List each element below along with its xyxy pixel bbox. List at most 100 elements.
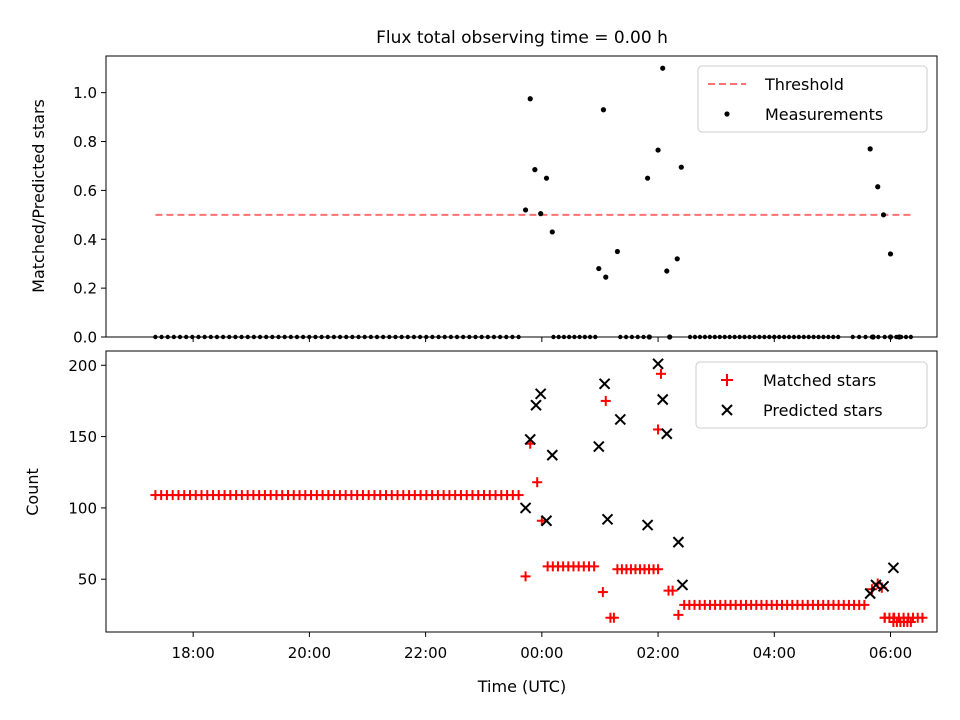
bottom-panel: 50 100 150 200 18:00 20:00 22:00 00:00 02:00 04:… (23, 350, 938, 696)
measurement-point (264, 334, 269, 340)
measurement-point (527, 96, 533, 102)
measurement-point (577, 334, 582, 340)
predicted-star-point (546, 449, 559, 461)
measurement-point (722, 334, 727, 340)
measurement-point (202, 334, 207, 340)
matched-stars-points (150, 368, 928, 628)
predicted-stars-points (519, 358, 900, 600)
measurement-point (220, 334, 226, 340)
measurement-point (870, 334, 876, 340)
top-y-tick-label: 0.4 (73, 231, 97, 249)
measurement-point (380, 334, 386, 340)
top-y-tick-label: 0.2 (73, 280, 97, 298)
measurement-point (903, 334, 909, 340)
x-tick-label: 00:00 (520, 644, 563, 662)
measurement-point (393, 334, 398, 340)
legend-threshold-label: Threshold (764, 75, 844, 94)
measurement-point (908, 334, 914, 340)
bottom-y-tick-label: 100 (68, 499, 97, 517)
measurement-point (190, 334, 195, 340)
measurement-point (876, 334, 881, 340)
measurement-point (737, 334, 742, 340)
bottom-axes-frame (105, 350, 938, 633)
measurement-point (781, 334, 787, 340)
predicted-star-point (540, 515, 553, 527)
measurement-point (596, 265, 602, 272)
bottom-y-tick-label: 200 (68, 357, 97, 375)
measurement-point (762, 334, 767, 340)
measurement-point (467, 334, 472, 340)
predicted-star-point (887, 562, 900, 574)
legend-matched-label: Matched stars (763, 371, 876, 390)
top-axes-frame (105, 55, 938, 338)
measurement-point (399, 334, 404, 340)
measurement-point (863, 334, 868, 340)
measurement-point (356, 334, 361, 340)
measurement-point (276, 334, 281, 340)
measurement-point (811, 334, 816, 340)
measurement-point (747, 334, 752, 340)
measurement-point (660, 65, 666, 71)
measurement-point (707, 334, 713, 340)
measurement-point (875, 184, 881, 190)
bottom-x-axis: 18:00 20:00 22:00 00:00 02:00 04:00 06:00 (172, 632, 912, 662)
measurement-point (882, 334, 887, 340)
predicted-star-point (864, 587, 876, 600)
predicted-star-point (524, 433, 536, 446)
measurement-point (887, 334, 894, 340)
measurement-point (516, 334, 521, 340)
measurement-point (454, 334, 460, 340)
measurement-point (411, 334, 417, 340)
measurement-point (313, 334, 318, 340)
measurement-point (387, 334, 392, 340)
x-tick-label: 02:00 (636, 644, 679, 662)
measurement-point (497, 334, 503, 340)
matched-star-point (673, 609, 684, 620)
measurement-point (831, 334, 836, 340)
measurement-point (582, 334, 588, 340)
measurement-point (623, 334, 629, 340)
measurement-point (641, 334, 646, 340)
top-y-tick-label: 0.6 (73, 182, 97, 200)
top-panel: 0.0 0.2 0.4 0.6 0.8 1.0 Matched/Predicted sta… (29, 55, 938, 347)
predicted-star-point (614, 413, 626, 426)
measurement-point (165, 334, 170, 340)
measurement-point (448, 334, 454, 340)
measurement-point (786, 334, 792, 340)
measurement-point (816, 334, 821, 340)
measurement-point (257, 334, 263, 340)
matched-star-point (589, 561, 600, 572)
measurement-point (417, 334, 423, 340)
measurement-points (153, 65, 914, 340)
measurement-point (282, 334, 287, 340)
measurement-point (430, 334, 435, 340)
measurement-point (319, 334, 324, 340)
measurement-point (678, 164, 684, 170)
measurement-point (196, 334, 201, 340)
measurement-point (405, 334, 410, 340)
predicted-star-point (641, 519, 654, 531)
measurement-point (510, 334, 515, 340)
measurement-point (717, 334, 722, 340)
bottom-legend: Matched stars Predicted stars (695, 361, 928, 429)
measurement-point (896, 334, 902, 340)
measurement-point (600, 107, 607, 113)
top-y-axis: 0.0 0.2 0.4 0.6 0.8 1.0 (73, 84, 106, 347)
bottom-y-axis-label: Count (23, 468, 42, 516)
measurement-point (603, 274, 609, 280)
bottom-y-tick-label: 50 (78, 571, 97, 589)
measurement-point (645, 175, 651, 181)
x-tick-label: 22:00 (404, 644, 447, 662)
measurement-point (460, 334, 466, 340)
measurement-point (572, 334, 577, 340)
measurement-point (159, 334, 164, 340)
measurement-point (791, 334, 797, 340)
measurement-point (727, 334, 732, 340)
measurement-point (664, 268, 670, 274)
measurement-point (350, 334, 355, 340)
measurement-point (294, 334, 300, 340)
measurement-point (618, 334, 623, 340)
measurement-point (687, 334, 693, 340)
measurement-point (337, 334, 343, 340)
measurement-point (702, 334, 708, 340)
